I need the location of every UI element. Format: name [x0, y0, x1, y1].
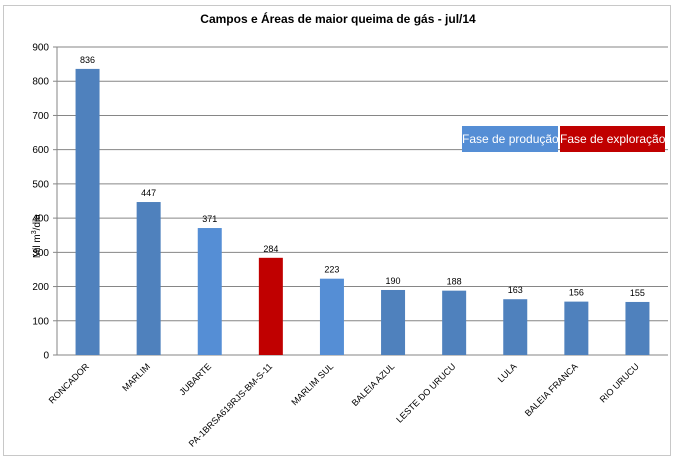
- value-labels: 836 447 371 284 223 190 188 163 156 155: [80, 55, 645, 298]
- bar: [381, 289, 406, 355]
- y-tick-label: 400: [32, 214, 49, 225]
- value-label: 163: [508, 285, 523, 295]
- value-label: 156: [569, 288, 584, 298]
- bar: [625, 301, 650, 355]
- bar: [564, 301, 589, 355]
- y-tick-label: 500: [32, 179, 49, 190]
- x-axis-ticks: RONCADOR MARLIM JUBARTEPA-1BRSA618RJS-BM-S…: [47, 361, 641, 449]
- bar: [258, 257, 283, 355]
- value-label: 447: [141, 188, 156, 198]
- bar: [503, 299, 528, 355]
- x-tick-label: RIO URUCU: [598, 361, 641, 404]
- legend-producao: Fase de produção: [462, 126, 559, 152]
- x-tick-label: JUBARTE: [177, 361, 213, 397]
- y-tick-label: 200: [32, 282, 49, 293]
- y-tick-label: 300: [32, 248, 49, 259]
- y-tick-label: 100: [32, 316, 49, 327]
- x-tick-label: MARLIM: [120, 361, 152, 393]
- x-tick-label: BALEIA FRANCA: [523, 361, 580, 418]
- y-tick-label: 700: [32, 111, 49, 122]
- value-label: 190: [386, 276, 401, 286]
- chart-title: Campos e Áreas de maior queima de gás - …: [200, 12, 476, 26]
- x-tick-label: RONCADOR: [47, 361, 92, 406]
- y-axis-ticks: 0 100 200 300 400 500 600 700 800 900: [32, 43, 58, 362]
- bars: [75, 68, 650, 355]
- x-tick-label: BALEIA AZUL: [350, 361, 397, 408]
- bar: [442, 290, 467, 355]
- x-tick-label: LESTE DO URUCU: [394, 361, 457, 424]
- x-tick-label: MARLIM SUL: [289, 361, 335, 407]
- y-tick-label: 0: [43, 351, 49, 362]
- y-tick-label: 800: [32, 77, 49, 88]
- chart-frame: [3, 5, 671, 456]
- x-tick-label: LULA: [496, 361, 519, 384]
- value-label: 371: [202, 214, 217, 224]
- value-label: 155: [630, 288, 645, 298]
- value-label: 188: [447, 277, 462, 287]
- value-label: 284: [263, 244, 278, 254]
- y-tick-label: 600: [32, 145, 49, 156]
- y-tick-label: 900: [32, 43, 49, 54]
- value-label: 223: [324, 265, 339, 275]
- bar: [75, 68, 100, 355]
- bar: [197, 228, 222, 355]
- bar: [136, 202, 161, 355]
- bar: [319, 278, 344, 355]
- legend-exploracao: Fase de exploração: [560, 126, 665, 152]
- value-label: 836: [80, 55, 95, 65]
